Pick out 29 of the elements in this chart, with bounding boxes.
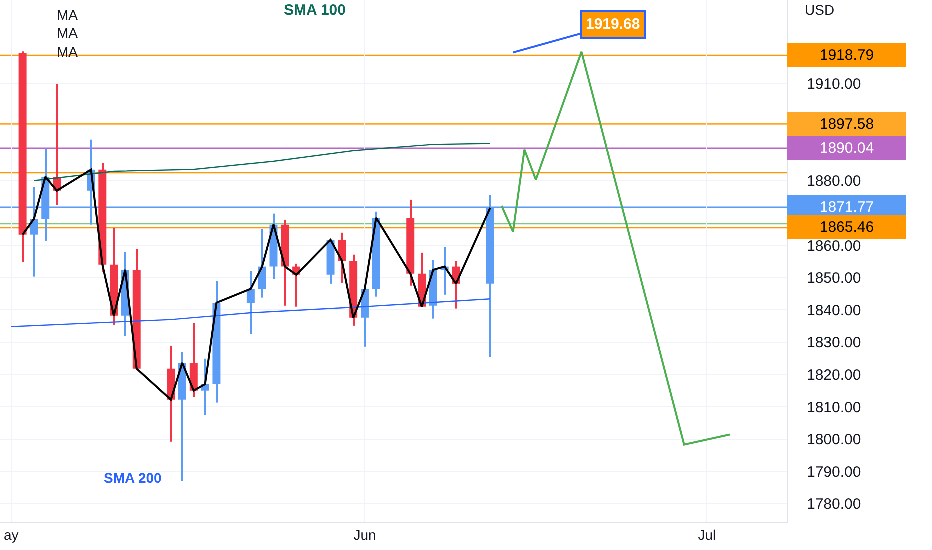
y-tick-label: 1850.00 <box>807 270 862 288</box>
y-tick-label: 1780.00 <box>807 496 862 514</box>
x-tick-label: Jun <box>354 526 376 543</box>
y-tick-label: 1910.00 <box>807 76 862 94</box>
x-tick-label: Jul <box>698 526 716 543</box>
y-tick-label: 1790.00 <box>807 464 862 481</box>
y-tick-label: 1860.00 <box>807 238 862 255</box>
annotation: MA <box>57 7 79 23</box>
line-series <box>500 51 731 446</box>
y-tick-label: 1840.00 <box>807 302 862 320</box>
line-series <box>22 168 492 401</box>
ref-line-label: 1890.04 <box>820 140 874 157</box>
x-tick-label: ay <box>4 526 19 543</box>
y-tick-label: 1810.00 <box>807 399 862 416</box>
y-axis-title: USD <box>805 2 835 18</box>
line-series <box>34 143 492 182</box>
text: SMA 200 <box>104 470 162 486</box>
annotation: 1919.68 <box>586 16 640 33</box>
ref-line-label: 1865.46 <box>820 219 874 236</box>
ref-line-label: 1871.77 <box>820 199 874 216</box>
line-series <box>10 298 492 328</box>
ref-line-label: 1897.58 <box>820 116 874 133</box>
y-tick-label: 1820.00 <box>807 366 862 384</box>
y-tick-label: 1800.00 <box>807 432 862 449</box>
annotation: MA <box>57 25 79 41</box>
text: SMA 100 <box>284 2 346 19</box>
y-tick-label: 1880.00 <box>807 173 862 190</box>
ref-line-label: 1918.79 <box>820 47 874 64</box>
y-tick-label: 1830.00 <box>807 334 862 352</box>
